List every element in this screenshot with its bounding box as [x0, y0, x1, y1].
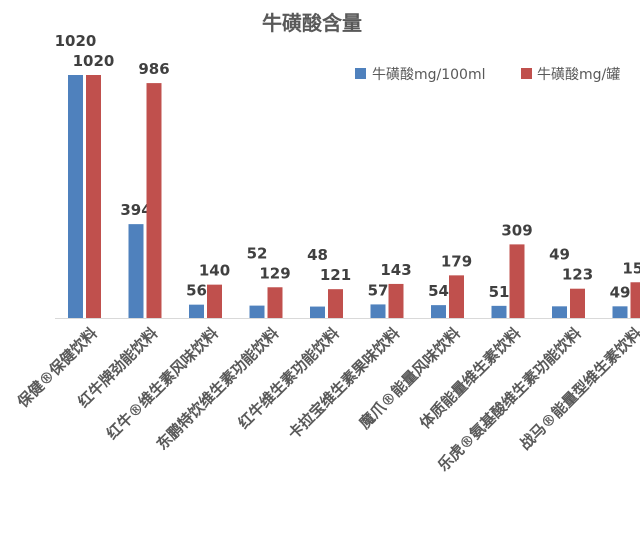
bar-1-1 — [68, 75, 83, 318]
category-label-7: 魔爪®能量风味饮料 — [356, 324, 464, 432]
bar-1-5 — [310, 306, 325, 318]
data-label-2-8: 309 — [501, 221, 532, 239]
bar-1-2 — [128, 224, 144, 318]
bar-2-9 — [570, 288, 585, 318]
bar-2-3 — [207, 284, 222, 318]
data-label-1-5: 48 — [307, 246, 328, 264]
bar-1-6 — [370, 304, 386, 318]
data-label-2-7: 179 — [441, 252, 472, 270]
bar-1-10 — [612, 306, 628, 318]
data-label-1-4: 52 — [247, 244, 268, 262]
category-label-6: 卡拉宝维生素果味饮料 — [285, 324, 404, 443]
data-label-2-1: 1020 — [73, 52, 115, 70]
legend-swatch-series-1 — [355, 68, 366, 79]
data-label-1-7: 54 — [428, 282, 449, 300]
bar-1-3 — [189, 304, 204, 318]
data-label-1-8: 51 — [489, 283, 510, 301]
category-label-5: 红牛维生素功能饮料 — [235, 324, 343, 432]
bar-2-5 — [328, 289, 343, 318]
legend-label-series-1: 牛磺酸mg/100ml — [372, 67, 486, 83]
bar-1-9 — [552, 306, 567, 318]
category-label-3: 红牛®维生素风味饮料 — [103, 324, 222, 443]
bar-2-2 — [146, 83, 162, 318]
data-label-2-10: 150 — [622, 259, 640, 277]
bar-2-7 — [449, 275, 464, 318]
data-label-2-5: 121 — [320, 266, 351, 284]
bar-2-10 — [630, 282, 640, 318]
bar-1-7 — [431, 305, 446, 318]
legend-label-series-2: 牛磺酸mg/罐 — [537, 67, 620, 83]
data-label-1-2: 394 — [120, 201, 151, 219]
data-label-1-9: 49 — [549, 246, 570, 264]
bar-2-6 — [388, 283, 404, 318]
bar-2-8 — [509, 244, 525, 318]
legend-swatch-series-2 — [521, 68, 532, 79]
chart-title: 牛磺酸含量 — [262, 11, 362, 35]
bar-2-1 — [86, 75, 101, 318]
data-label-2-9: 123 — [562, 266, 593, 284]
data-label-1-6: 57 — [368, 281, 389, 299]
data-label-2-4: 129 — [259, 264, 290, 282]
category-label-4: 东鹏特饮维生素功能饮料 — [153, 324, 282, 453]
data-label-2-2: 986 — [138, 60, 169, 78]
bar-2-4 — [267, 287, 283, 318]
bar-1-8 — [491, 305, 507, 318]
data-label-1-1: 1020 — [55, 32, 97, 50]
bar-1-4 — [249, 305, 265, 318]
data-label-1-3: 56 — [186, 282, 207, 300]
data-label-2-6: 143 — [380, 261, 411, 279]
data-label-2-3: 140 — [199, 262, 230, 280]
legend: 牛磺酸mg/100ml 牛磺酸mg/罐 — [355, 67, 620, 83]
category-label-8: 体质能量维生素饮料 — [416, 324, 524, 432]
data-label-1-10: 49 — [610, 283, 631, 301]
